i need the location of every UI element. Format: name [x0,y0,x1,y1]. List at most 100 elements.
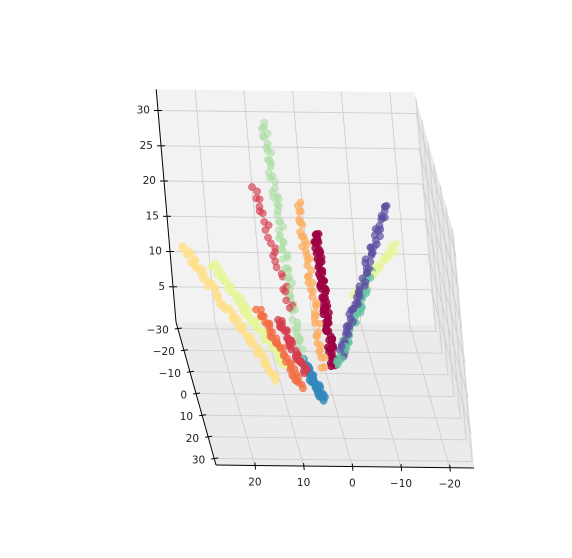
grid-line-floor-y [208,436,467,441]
y-tick-label: 0 [180,390,187,402]
data-point-series-6 [313,332,321,340]
data-point-series-5 [265,320,274,329]
data-point-series-2 [288,315,297,324]
data-point-series-2 [276,231,284,240]
data-point-series-7 [318,269,327,278]
z-tick-label: 5 [158,281,165,293]
data-point-series-0 [238,324,247,333]
grid-line-back-z [160,145,420,150]
y-tick-mark [211,457,219,460]
grid-line-floor-y [183,349,442,354]
grid-lines [157,89,473,468]
data-point-series-4 [296,356,304,365]
grid-line-side-y [439,185,461,419]
x-tick-mark [254,462,256,470]
data-point-series-3 [282,296,291,305]
data-point-series-8 [333,360,342,369]
data-points [178,118,400,405]
y-tick-label: −10 [159,368,181,380]
data-point-series-5 [291,376,300,385]
data-point-series-7 [327,362,336,371]
grid-line-floor-y [214,458,473,462]
x-tick-label: 10 [297,477,310,489]
data-point-series-3 [281,287,290,296]
data-point-series-1 [260,336,269,344]
data-point-series-9 [353,298,361,307]
x-tick-label: 20 [248,477,261,489]
grid-line-side-y [421,120,443,354]
data-point-series-4 [278,324,287,333]
grid-line-side-z [418,148,460,292]
tick-labels: 5 10 15 20 25 30 −30 −20 −10 0 10 20 30 20 10 0 −10 −20 [137,105,461,491]
grid-line-side-z [427,254,469,398]
data-point-series-6 [317,363,326,372]
y-tick-mark [205,435,213,438]
data-point-series-0 [203,282,212,291]
x-tick-label: −10 [390,478,412,490]
y-tick-label: 20 [186,433,199,445]
z-tick-label: 10 [149,246,162,258]
data-point-series-4 [286,342,294,351]
data-point-series-2 [279,255,287,263]
grid-line-side-z [415,113,457,257]
y-tick-label: −30 [147,325,169,337]
data-point-series-0 [257,348,266,357]
data-point-series-1 [227,287,235,295]
z-axis-line [155,89,177,323]
data-point-series-6 [312,300,320,309]
data-point-series-6 [315,319,324,328]
z-tick-label: 30 [137,105,150,117]
data-point-series-6 [308,292,317,301]
data-point-series-9 [344,330,353,339]
data-point-series-4 [299,367,308,375]
grid-line-side-z [430,289,472,433]
data-point-series-3 [255,195,264,204]
data-point-series-3 [248,183,256,191]
data-point-series-3 [272,263,281,272]
grid-line-back-z [163,180,423,185]
x-tick-mark [449,464,451,472]
data-point-series-9 [360,281,369,290]
y-tick-label: 10 [180,411,193,423]
grid-line-side-y [445,207,467,440]
data-point-series-2 [278,245,286,254]
data-point-series-2 [267,148,275,157]
y-tick-mark [186,370,194,373]
data-point-series-5 [277,345,285,353]
data-point-series-6 [304,278,313,287]
data-point-series-7 [310,237,319,246]
grid-line-floor-y [202,414,461,419]
data-point-series-9 [346,314,355,323]
data-point-series-5 [257,305,265,314]
data-point-series-6 [295,208,304,216]
grid-line-side-z [424,219,466,363]
x-tick-mark [400,464,403,472]
grid-line-back-x [389,92,411,325]
data-point-series-3 [253,187,261,196]
data-point-series-2 [266,174,275,182]
y-tick-mark [180,349,188,352]
grid-line-floor-y [177,328,436,332]
grid-line-back-z [157,110,417,114]
grid-line-side-y [433,163,455,397]
data-point-series-6 [296,218,304,226]
x-tick-label: 0 [349,478,356,490]
z-tick-label: 25 [140,140,153,152]
grid-line-floor-y [189,371,448,376]
grid-line-side-z [421,183,463,328]
grid-line-side-y [451,228,473,462]
data-point-series-9 [371,225,380,233]
x-tick-mark [303,462,305,471]
data-point-series-3 [255,207,264,216]
data-point-series-3 [261,226,270,234]
grid-line-side-y [427,142,449,375]
data-point-series-0 [271,377,280,386]
y-tick-mark [174,327,182,330]
data-point-series-7 [324,319,333,327]
data-point-series-9 [362,268,371,277]
data-point-series-2 [273,210,282,219]
grid-line-side-y [415,98,437,332]
data-point-series-3 [285,303,294,312]
